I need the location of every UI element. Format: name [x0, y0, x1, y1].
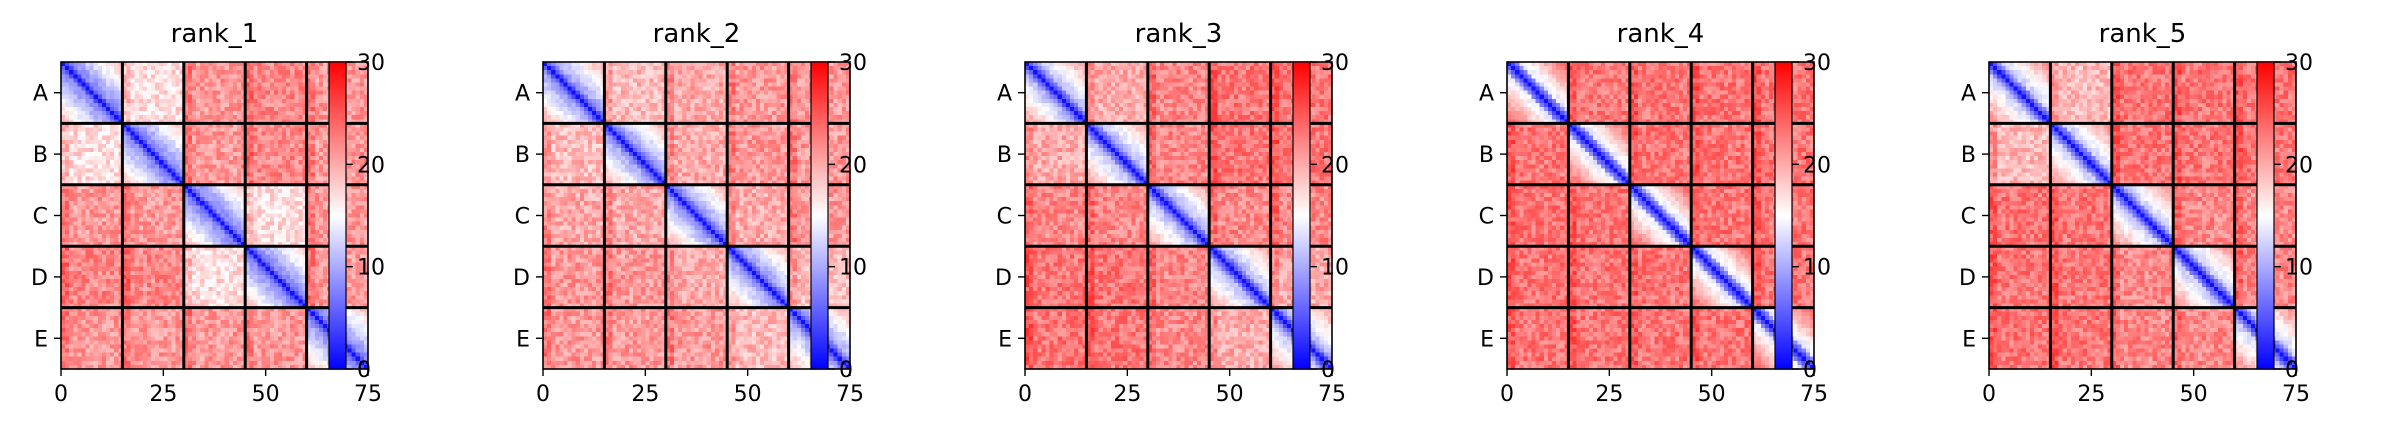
colorbar-frame: [1292, 61, 1311, 370]
x-tick-label: 0: [536, 382, 550, 407]
y-tick-label: B: [1961, 143, 1976, 168]
colorbar-tick-label: 0: [1321, 358, 1335, 383]
x-tick-label: 25: [1113, 382, 1141, 407]
colorbar-tick-label: 30: [1321, 51, 1349, 76]
y-tick-label: D: [995, 266, 1012, 291]
colorbar-tick-label: 30: [839, 51, 867, 76]
colorbar-tick-label: 10: [1803, 256, 1831, 281]
x-tick-label: 0: [1018, 382, 1032, 407]
y-tick-label: E: [516, 327, 530, 352]
heatmap-image: [543, 62, 850, 369]
chart-title: rank_3: [1135, 19, 1223, 49]
colorbar-tick-label: 30: [357, 51, 385, 76]
y-tick-label: C: [515, 205, 530, 230]
x-tick-label: 0: [1982, 382, 1996, 407]
x-tick-label: 75: [354, 382, 382, 407]
colorbar-tick-label: 20: [1321, 153, 1349, 178]
y-tick-label: B: [997, 143, 1012, 168]
colorbar-tick-label: 10: [839, 256, 867, 281]
y-tick-label: A: [33, 82, 48, 107]
colorbar-frame: [328, 61, 347, 370]
y-tick-label: C: [997, 205, 1012, 230]
colorbar-tick-label: 20: [2285, 153, 2313, 178]
y-tick-label: A: [997, 82, 1012, 107]
colorbar-tick-label: 20: [1803, 153, 1831, 178]
y-tick-label: A: [1479, 82, 1494, 107]
colorbar-tick-label: 0: [839, 358, 853, 383]
x-tick-label: 0: [1500, 382, 1514, 407]
colorbar-tick-label: 30: [1803, 51, 1831, 76]
y-tick-label: B: [33, 143, 48, 168]
x-tick-label: 50: [1216, 382, 1244, 407]
x-tick-label: 50: [252, 382, 280, 407]
y-tick-label: E: [34, 327, 48, 352]
x-tick-label: 75: [836, 382, 864, 407]
x-tick-label: 75: [1318, 382, 1346, 407]
x-tick-label: 75: [1800, 382, 1828, 407]
y-tick-label: E: [1480, 327, 1494, 352]
y-tick-label: E: [1962, 327, 1976, 352]
colorbar-frame: [810, 61, 829, 370]
chart-title: rank_1: [171, 19, 259, 49]
colorbar-tick-label: 0: [2285, 358, 2299, 383]
colorbar-tick-label: 10: [1321, 256, 1349, 281]
colorbar-frame: [2256, 61, 2275, 370]
heatmap-image: [1025, 62, 1332, 369]
chart-title: rank_5: [2099, 19, 2187, 49]
colorbar-tick-label: 30: [2285, 51, 2313, 76]
y-tick-label: A: [1961, 82, 1976, 107]
x-tick-label: 75: [2282, 382, 2310, 407]
colorbar-tick-label: 10: [2285, 256, 2313, 281]
colorbar-tick-label: 20: [839, 153, 867, 178]
y-tick-label: B: [515, 143, 530, 168]
colorbar: [811, 62, 828, 369]
y-tick-label: C: [1961, 205, 1976, 230]
y-tick-label: C: [1479, 205, 1494, 230]
x-tick-label: 0: [54, 382, 68, 407]
x-tick-label: 25: [2077, 382, 2105, 407]
x-tick-label: 25: [631, 382, 659, 407]
colorbar: [1775, 62, 1792, 369]
y-tick-label: B: [1479, 143, 1494, 168]
colorbar: [1293, 62, 1310, 369]
x-tick-label: 25: [1595, 382, 1623, 407]
x-tick-label: 50: [2180, 382, 2208, 407]
x-tick-label: 50: [734, 382, 762, 407]
colorbar-tick-label: 0: [1803, 358, 1817, 383]
chart-title: rank_4: [1617, 19, 1705, 49]
chart-title: rank_2: [653, 19, 741, 49]
y-tick-label: D: [1477, 266, 1494, 291]
y-tick-label: D: [1959, 266, 1976, 291]
colorbar-tick-label: 0: [357, 358, 371, 383]
heatmap-image: [1989, 62, 2296, 369]
y-tick-label: A: [515, 82, 530, 107]
x-tick-label: 50: [1698, 382, 1726, 407]
y-tick-label: C: [33, 205, 48, 230]
x-tick-label: 25: [149, 382, 177, 407]
y-tick-label: D: [31, 266, 48, 291]
colorbar: [329, 62, 346, 369]
y-tick-label: E: [998, 327, 1012, 352]
colorbar-tick-label: 10: [357, 256, 385, 281]
heatmap-image: [1507, 62, 1814, 369]
colorbar-tick-label: 20: [357, 153, 385, 178]
colorbar: [2257, 62, 2274, 369]
colorbar-frame: [1774, 61, 1793, 370]
y-tick-label: D: [513, 266, 530, 291]
heatmap-image: [61, 62, 368, 369]
